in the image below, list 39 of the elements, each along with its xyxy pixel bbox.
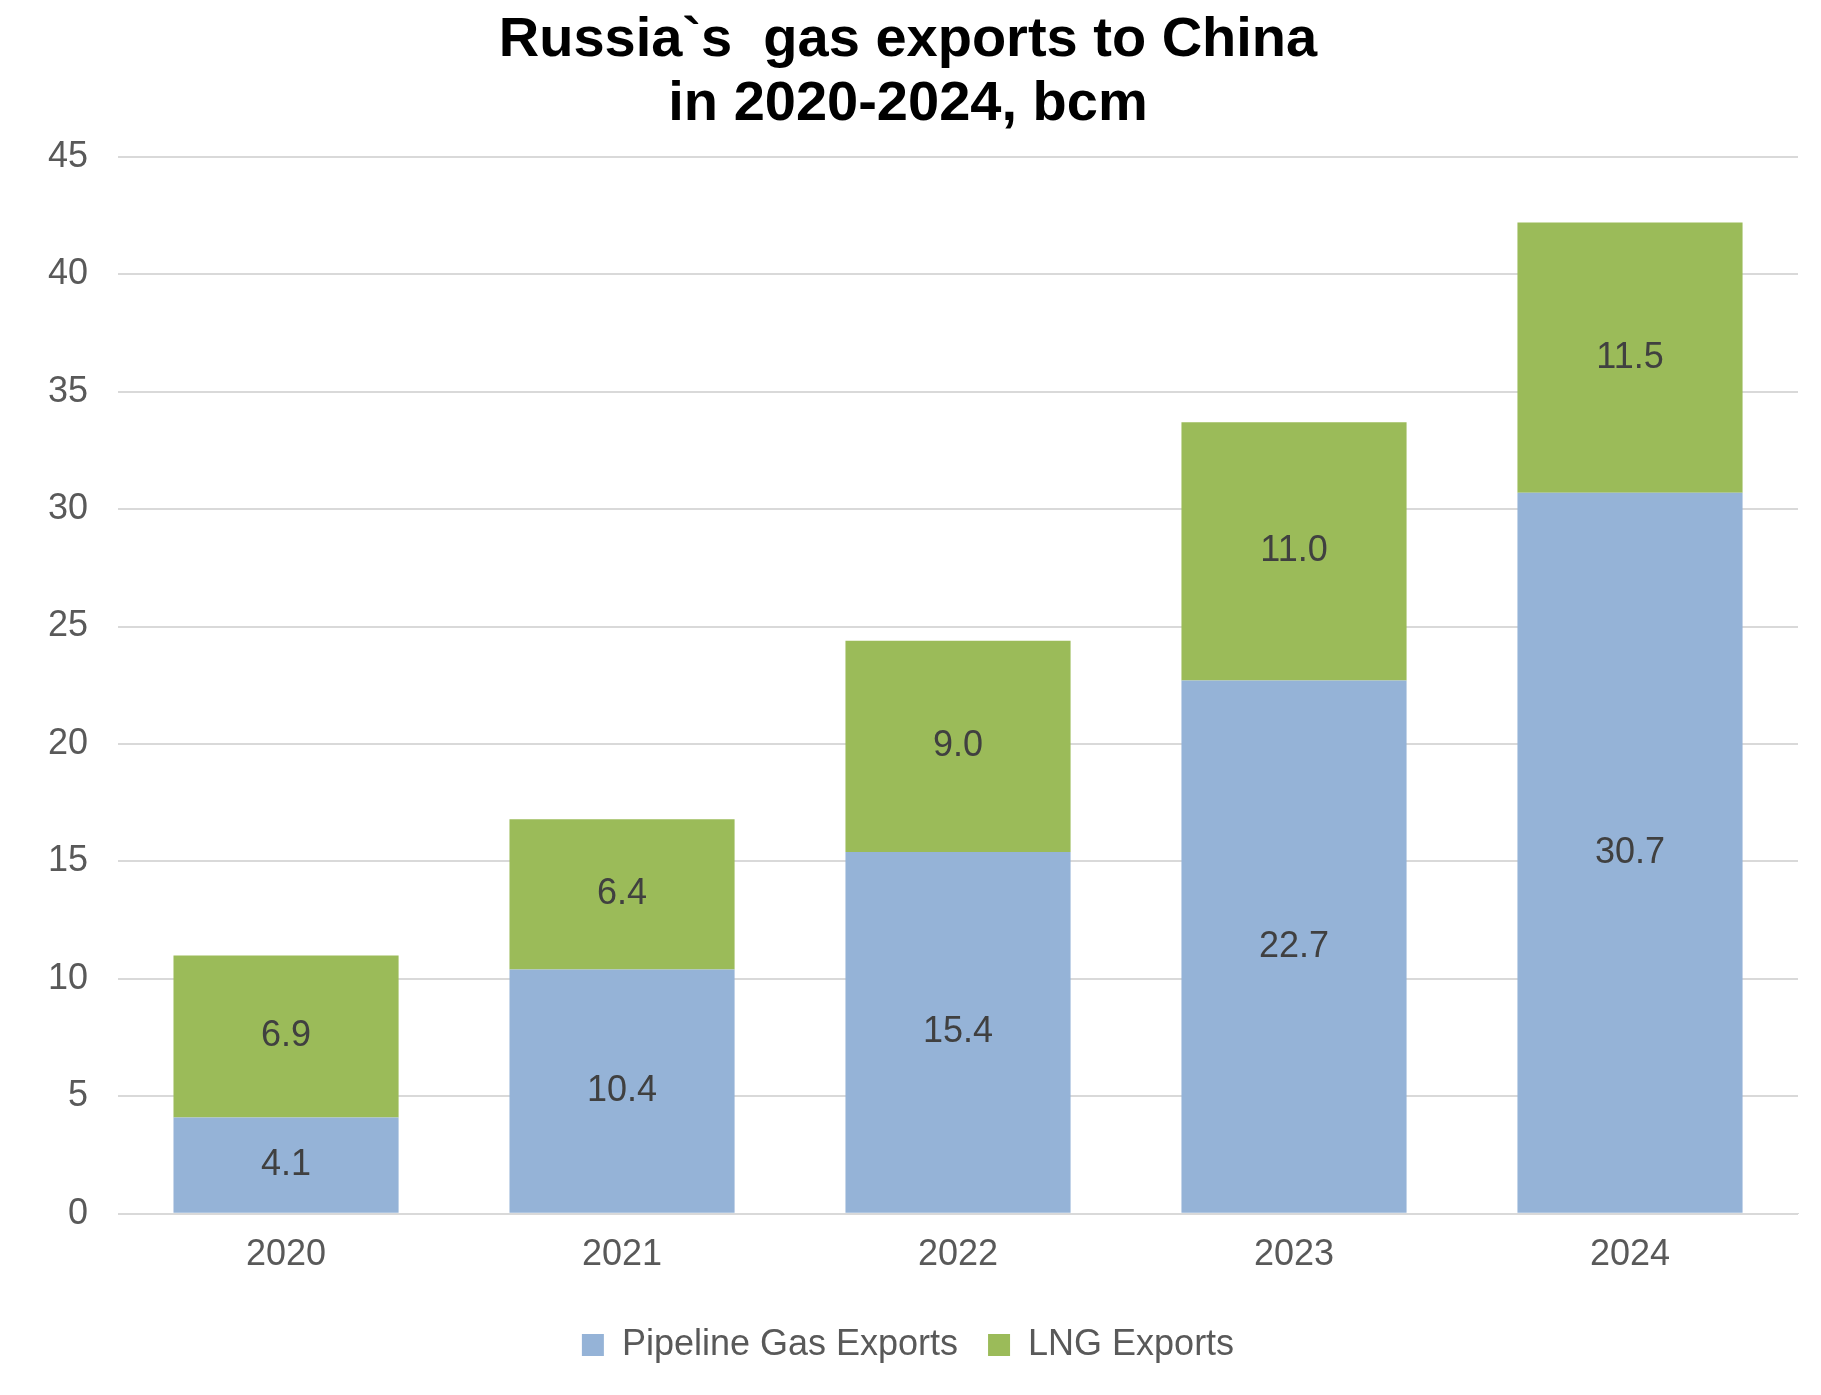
x-tick-label: 2021 (581, 1232, 663, 1274)
x-tick-label: 2024 (1589, 1232, 1671, 1274)
bar (1181, 422, 1407, 681)
bar (509, 819, 735, 970)
bar (1181, 680, 1407, 1213)
x-tick-label: 2020 (245, 1232, 327, 1274)
x-tick-label: 2023 (1253, 1232, 1335, 1274)
y-tick-label: 40 (48, 251, 89, 293)
y-tick-label: 25 (48, 603, 89, 645)
bar (173, 1117, 399, 1213)
text: in 2020-2024, bcm (668, 69, 1148, 133)
y-tick-label: 10 (48, 955, 89, 997)
x-tick-label: 2022 (917, 1232, 999, 1274)
data-label: 15.4 (922, 1009, 994, 1051)
data-label: 6.9 (261, 1013, 312, 1055)
bar (845, 852, 1071, 1213)
data-label: 9.0 (933, 723, 984, 765)
data-label: 10.4 (586, 1068, 658, 1110)
y-tick-label: 5 (68, 1073, 89, 1115)
y-tick-label: 20 (48, 720, 89, 762)
data-label: 22.7 (1258, 923, 1330, 965)
legend-label: LNG Exports (1028, 1321, 1235, 1363)
bar (173, 955, 399, 1118)
text: Russia`s gas exports to China (498, 4, 1318, 68)
bar (1517, 222, 1743, 493)
bar (509, 969, 735, 1213)
data-label: 11.0 (1260, 528, 1328, 570)
legend-label: Pipeline Gas Exports (621, 1321, 959, 1363)
y-tick-label: 0 (68, 1190, 89, 1232)
y-tick-label: 35 (48, 368, 89, 410)
y-tick-label: 15 (48, 838, 89, 880)
y-tick-label: 30 (48, 486, 89, 528)
data-label: 4.1 (261, 1142, 312, 1184)
data-label: 30.7 (1594, 829, 1666, 871)
data-label: 11.5 (1596, 334, 1664, 376)
bar (845, 640, 1071, 853)
y-tick-label: 45 (48, 133, 89, 175)
bar (1517, 492, 1743, 1213)
data-label: 6.4 (597, 871, 648, 913)
